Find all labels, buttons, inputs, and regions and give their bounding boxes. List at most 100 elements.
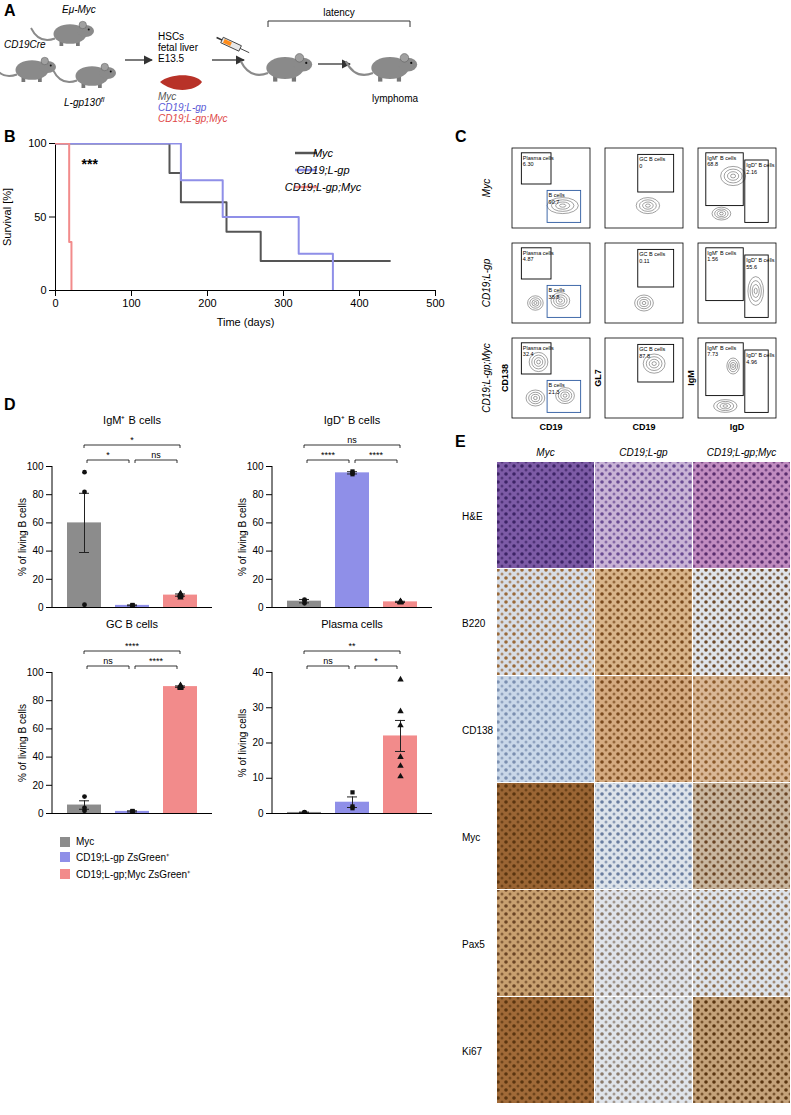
svg-text:0: 0	[40, 284, 46, 296]
svg-text:L-gp130fl: L-gp130fl	[64, 96, 105, 108]
svg-text:ns: ns	[103, 656, 113, 666]
svg-text:IgD⁺ B cells4.96: IgD⁺ B cells4.96	[746, 352, 775, 365]
svg-text:CD19: CD19	[632, 422, 655, 432]
svg-text:300: 300	[274, 297, 292, 309]
svg-text:IgD⁺ B cells55.6: IgD⁺ B cells55.6	[746, 257, 775, 270]
svg-text:IgD⁺ B cells2.16: IgD⁺ B cells2.16	[746, 162, 775, 175]
svg-text:CD19Cre: CD19Cre	[4, 39, 46, 50]
svg-text:60: 60	[32, 723, 44, 734]
svg-text:10: 10	[252, 772, 264, 783]
svg-text:Time (days): Time (days)	[217, 316, 275, 328]
svg-text:Myc: Myc	[481, 179, 492, 197]
svg-text:Ki67: Ki67	[462, 1046, 482, 1057]
svg-text:80: 80	[252, 489, 264, 500]
svg-text:CD19;L-gp;Myc: CD19;L-gp;Myc	[158, 113, 227, 124]
svg-text:ns: ns	[347, 435, 357, 445]
svg-text:40: 40	[252, 545, 264, 556]
svg-text:% of living B cells: % of living B cells	[17, 704, 28, 782]
svg-text:H&E: H&E	[462, 511, 483, 522]
svg-text:*: *	[374, 656, 378, 666]
svg-text:B cells38.8: B cells38.8	[549, 287, 565, 300]
svg-text:40: 40	[32, 545, 44, 556]
svg-text:E13.5: E13.5	[158, 53, 185, 64]
svg-text:Plasma cells32.4: Plasma cells32.4	[523, 345, 554, 358]
svg-text:0: 0	[258, 808, 264, 819]
svg-text:CD19;L-gp;Myc: CD19;L-gp;Myc	[285, 181, 362, 193]
svg-text:GC B cells0: GC B cells0	[639, 156, 665, 169]
svg-text:CD19;L-gp;Myc: CD19;L-gp;Myc	[481, 343, 492, 412]
svg-text:% of living cells: % of living cells	[237, 709, 248, 777]
svg-text:****: ****	[321, 450, 336, 460]
svg-text:100: 100	[122, 297, 140, 309]
svg-text:0: 0	[258, 602, 264, 613]
svg-text:20: 20	[32, 780, 44, 791]
svg-text:IgM⁺ B cells1.56: IgM⁺ B cells1.56	[707, 250, 736, 262]
svg-text:CD19;L-gp: CD19;L-gp	[481, 258, 492, 307]
svg-text:500: 500	[426, 297, 444, 309]
svg-text:GL7: GL7	[593, 369, 603, 387]
svg-text:100: 100	[247, 461, 264, 472]
svg-text:CD19;L-gp;Myc: CD19;L-gp;Myc	[707, 447, 776, 458]
svg-text:30: 30	[252, 702, 264, 713]
svg-text:% of living B cells: % of living B cells	[237, 498, 248, 576]
svg-text:B220: B220	[462, 618, 486, 629]
svg-text:**: **	[348, 641, 356, 651]
svg-text:200: 200	[198, 297, 216, 309]
svg-text:Survival [%]: Survival [%]	[1, 188, 13, 246]
svg-text:latency: latency	[323, 7, 355, 18]
svg-text:0: 0	[52, 297, 58, 309]
svg-text:***: ***	[82, 156, 99, 172]
svg-text:Myc: Myc	[462, 832, 480, 843]
svg-text:*: *	[130, 435, 134, 445]
svg-text:50: 50	[34, 211, 46, 223]
svg-text:CD19: CD19	[539, 422, 562, 432]
svg-text:A: A	[4, 2, 16, 19]
svg-text:60: 60	[252, 517, 264, 528]
svg-text:Myc: Myc	[536, 447, 554, 458]
svg-text:E: E	[455, 433, 466, 450]
svg-text:ns: ns	[323, 656, 333, 666]
svg-text:HSCs: HSCs	[158, 31, 184, 42]
svg-text:B: B	[4, 128, 16, 145]
svg-text:40: 40	[252, 667, 264, 678]
svg-text:Eμ-Myc: Eμ-Myc	[62, 4, 96, 15]
svg-text:Myc: Myc	[158, 91, 176, 102]
svg-text:0: 0	[38, 808, 44, 819]
svg-text:60: 60	[32, 517, 44, 528]
svg-text:80: 80	[32, 695, 44, 706]
svg-text:Plasma cells6.30: Plasma cells6.30	[523, 155, 554, 168]
svg-text:% of living B cells: % of living B cells	[17, 498, 28, 576]
svg-text:fetal liver: fetal liver	[158, 42, 199, 53]
svg-text:IgM: IgM	[686, 370, 696, 386]
svg-text:****: ****	[125, 641, 140, 651]
svg-text:****: ****	[369, 450, 384, 460]
svg-text:GC B cells87.8: GC B cells87.8	[639, 346, 665, 359]
svg-text:C: C	[455, 128, 467, 145]
svg-text:100: 100	[28, 137, 46, 149]
svg-text:400: 400	[350, 297, 368, 309]
svg-text:****: ****	[149, 656, 164, 666]
svg-text:CD19;L-gp: CD19;L-gp	[158, 102, 207, 113]
svg-text:lymphoma: lymphoma	[372, 93, 419, 104]
svg-text:CD138: CD138	[462, 725, 494, 736]
svg-text:20: 20	[252, 737, 264, 748]
svg-text:20: 20	[252, 574, 264, 585]
svg-text:20: 20	[32, 574, 44, 585]
svg-text:B cells21.3: B cells21.3	[549, 382, 565, 395]
svg-text:CD19;L-gp: CD19;L-gp	[619, 447, 668, 458]
svg-text:Myc: Myc	[313, 147, 334, 159]
svg-text:GC B cells0.11: GC B cells0.11	[639, 251, 665, 264]
svg-text:D: D	[4, 396, 16, 413]
svg-text:100: 100	[27, 461, 44, 472]
svg-text:Plasma cells4.87: Plasma cells4.87	[523, 250, 554, 262]
svg-text:IgD: IgD	[730, 422, 745, 432]
svg-text:CD19;L-gp: CD19;L-gp	[296, 164, 349, 176]
svg-text:0: 0	[38, 602, 44, 613]
svg-text:CD138: CD138	[500, 364, 510, 392]
svg-text:ns: ns	[151, 450, 161, 460]
svg-text:IgM⁺ B cells7.73: IgM⁺ B cells7.73	[707, 345, 736, 358]
svg-text:80: 80	[32, 489, 44, 500]
svg-text:*: *	[106, 450, 110, 460]
svg-text:IgM⁺ B cells68.8: IgM⁺ B cells68.8	[707, 155, 736, 168]
svg-text:Pax5: Pax5	[462, 939, 485, 950]
